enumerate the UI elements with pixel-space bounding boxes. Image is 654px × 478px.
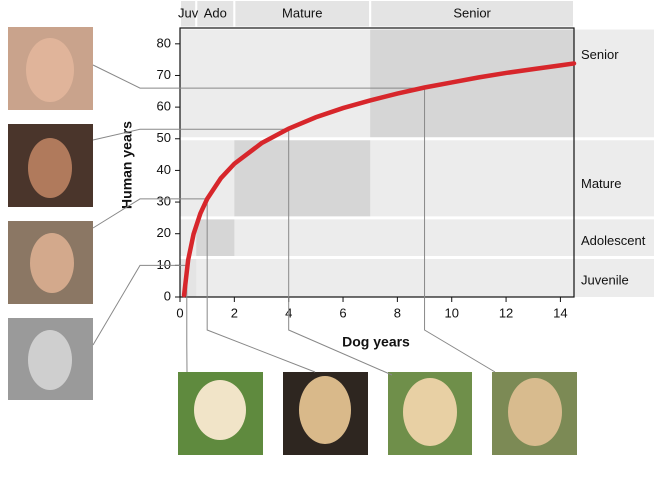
stage-box [370,28,574,139]
x-tick-label: 6 [339,305,346,320]
y-tick-label: 10 [157,257,171,272]
human-stage-label: Senior [581,47,619,62]
x-tick-label: 2 [231,305,238,320]
dog-stage-header [369,0,576,29]
x-tick-label: 8 [394,305,401,320]
x-axis-label: Dog years [342,334,410,350]
dog-stage-label: Ado [204,5,227,20]
dog-stage-label: Juv [178,5,199,20]
dog [403,378,457,446]
human-connector [92,198,208,229]
y-tick-label: 80 [157,35,171,50]
y-tick-label: 60 [157,99,171,114]
dog-connector [424,88,496,373]
dog-connector [206,198,316,373]
y-tick-label: 0 [164,288,171,303]
face [26,38,74,102]
face [30,233,74,293]
y-axis-label: Human years [119,121,135,209]
human-stage-label: Juvenile [581,273,629,288]
photos [8,27,577,455]
human-connector [92,264,187,346]
face [28,330,72,390]
y-tick-label: 50 [157,130,171,145]
y-tick-label: 20 [157,225,171,240]
y-tick-label: 40 [157,162,171,177]
dog-connector [288,129,393,376]
dog [194,380,246,440]
human-stage-label: Adolescent [581,233,646,248]
x-tick-label: 10 [444,305,458,320]
plot-border [179,27,575,298]
human-stage-label: Mature [581,176,621,191]
y-tick-label: 30 [157,193,171,208]
x-tick-label: 0 [176,305,183,320]
y-tick-label: 70 [157,67,171,82]
age-curve [181,61,577,298]
human-connector [92,64,425,89]
dog-stage-label: Senior [453,5,491,20]
x-tick-label: 14 [553,305,567,320]
x-tick-label: 12 [499,305,513,320]
dog-stage-label: Mature [282,5,322,20]
stage-box [234,138,371,218]
dog [299,376,351,444]
stage-box [196,217,235,258]
dog [508,378,562,446]
face [28,138,72,198]
human-connector [92,128,289,141]
